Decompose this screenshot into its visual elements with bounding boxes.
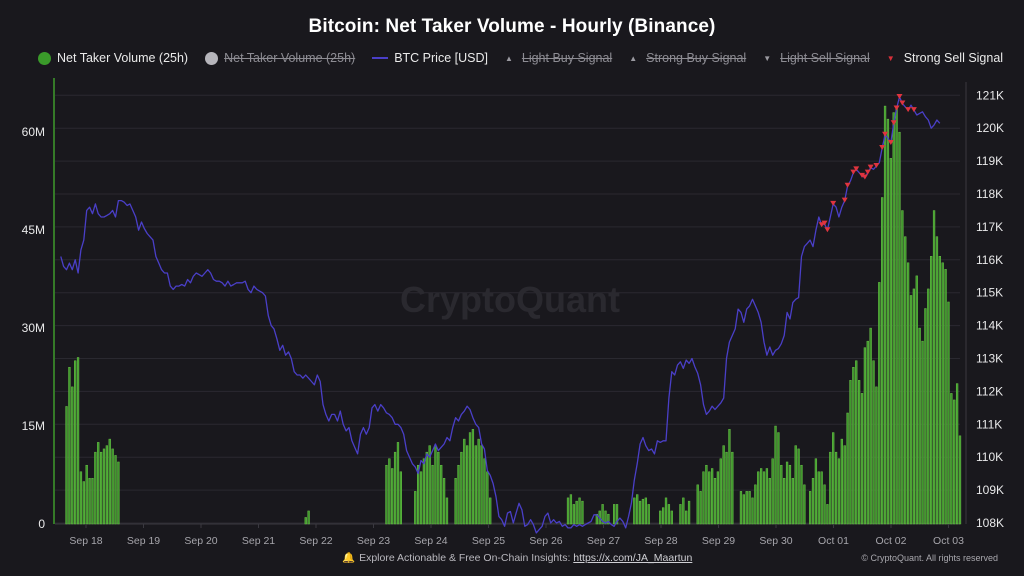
right-tick-label: 110K (976, 450, 1003, 464)
watermark: CryptoQuant (400, 279, 620, 320)
right-tick-label: 109K (976, 483, 1004, 497)
legend-label: BTC Price [USD] (394, 51, 488, 65)
triangle-up-icon: ▲ (629, 53, 638, 63)
legend-label: Light Buy Signal (521, 51, 613, 65)
footer-text: Explore Actionable & Free On-Chain Insig… (359, 552, 574, 564)
x-tick-label: Sep 29 (702, 535, 735, 547)
legend-item-2[interactable]: BTC Price [USD] (372, 51, 488, 65)
legend-label: Net Taker Volume (25h) (224, 51, 356, 65)
x-axis-labels: Sep 18 Sep 19 Sep 20 Sep 21 Sep 22 Sep 23 Sep … (69, 524, 964, 547)
right-tick-label: 117K (976, 220, 1003, 234)
legend-label: Net Taker Volume (25h) (57, 51, 189, 65)
right-tick-label: 114K (976, 319, 1003, 333)
left-tick-label: 15M (22, 419, 45, 433)
x-tick-label: Oct 01 (818, 535, 849, 547)
right-tick-label: 120K (976, 121, 1004, 135)
legend-item-4[interactable]: ▲ Strong Buy Signal (629, 51, 746, 65)
x-tick-label: Sep 27 (587, 535, 620, 547)
x-tick-label: Sep 20 (184, 535, 217, 547)
right-tick-label: 116K (976, 253, 1003, 267)
x-tick-label: Sep 21 (242, 535, 275, 547)
x-tick-label: Sep 19 (127, 535, 160, 547)
line-icon (372, 57, 389, 59)
legend-item-0[interactable]: Net Taker Volume (25h) (38, 51, 188, 65)
x-tick-label: Sep 24 (414, 535, 447, 547)
x-tick-label: Sep 28 (644, 535, 677, 547)
legend-item-1[interactable]: Net Taker Volume (25h) (205, 51, 355, 65)
x-tick-label: Oct 03 (933, 535, 964, 547)
left-tick-label: 60M (22, 125, 45, 139)
legend-label: Light Sell Signal (780, 51, 870, 65)
grid-lines (55, 94, 960, 525)
legend-item-6[interactable]: ▼ Strong Sell Signal (887, 51, 1003, 65)
copyright-text: © CryptoQuant. All rights reserved (861, 553, 998, 563)
volume-bars (65, 105, 962, 525)
x-tick-label: Sep 25 (472, 535, 505, 547)
right-tick-label: 118K (976, 187, 1003, 201)
left-tick-label: 0 (38, 517, 45, 531)
right-tick-label: 108K (976, 516, 1004, 530)
footer-banner: 🔔 Explore Actionable & Free On-Chain Insi… (342, 551, 692, 564)
legend-item-5[interactable]: ▼ Light Sell Signal (763, 51, 870, 65)
right-tick-label: 115K (976, 286, 1003, 300)
legend-label: Strong Sell Signal (903, 51, 1004, 65)
legend-label: Strong Buy Signal (646, 51, 747, 65)
triangle-down-icon: ▼ (763, 53, 772, 63)
x-tick-label: Sep 26 (529, 535, 562, 547)
triangle-up-icon: ▲ (504, 53, 513, 63)
legend-item-3[interactable]: ▲ Light Buy Signal (505, 51, 612, 65)
right-tick-label: 121K (976, 88, 1004, 102)
dot-icon (205, 51, 219, 65)
chart-title: Bitcoin: Net Taker Volume - Hourly (Bina… (308, 16, 716, 37)
x-tick-label: Sep 18 (69, 535, 102, 547)
x-tick-label: Sep 30 (759, 535, 792, 547)
left-axis-labels: 0 15M 30M 45M 60M (22, 125, 46, 531)
right-tick-label: 112K (976, 384, 1003, 398)
price-line (60, 96, 941, 534)
right-tick-label: 113K (976, 352, 1003, 366)
sell-signal-markers (818, 93, 917, 233)
x-tick-label: Sep 23 (357, 535, 390, 547)
right-tick-label: 111K (976, 417, 1002, 431)
chart-legend: Net Taker Volume (25h) Net Taker Volume (… (38, 49, 1003, 67)
x-tick-label: Oct 02 (876, 535, 907, 547)
left-tick-label: 30M (22, 321, 45, 335)
right-axis-labels: 108K 109K 110K 111K 112K 113K 114K 115K 116K 117K… (976, 88, 1004, 530)
footer-link[interactable]: https://x.com/JA_Maartun (573, 552, 693, 564)
right-tick-label: 119K (976, 154, 1003, 168)
dot-icon (38, 51, 51, 65)
x-tick-label: Sep 22 (299, 535, 332, 547)
bell-icon: 🔔 (342, 552, 356, 564)
left-tick-label: 45M (22, 223, 45, 237)
triangle-down-icon: ▼ (886, 53, 895, 63)
